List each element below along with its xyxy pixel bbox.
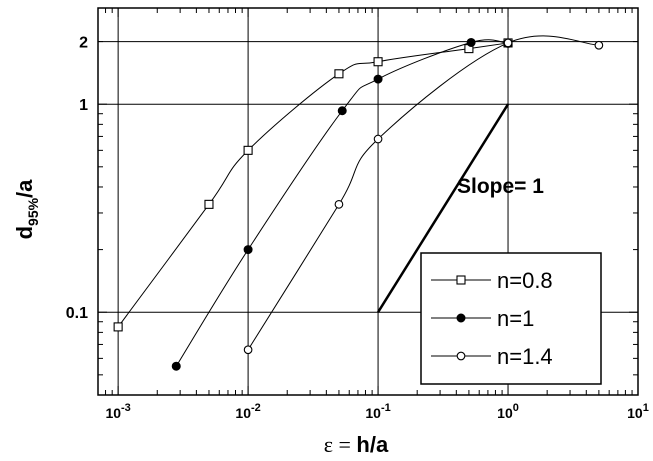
data-point [337,106,347,116]
legend-item: n=1.4 [431,344,553,369]
x-axis-title: ε = h/a [324,432,389,457]
data-series [113,35,604,371]
legend: n=0.8 n=1 n=1.4 [420,252,602,385]
data-point [204,199,214,209]
series-n-1-4 [243,35,604,355]
legend-marker [456,275,466,285]
axis-ticks: 10-3 10-2 10-1 100 101 0.1 1 2 [66,8,649,421]
series-n-1 [171,37,513,371]
x-tick-label: 101 [627,402,649,421]
grid-lines [98,8,638,395]
data-point [503,38,513,48]
data-point [373,134,383,144]
x-tick-label: 10-2 [235,402,260,421]
series-line [117,42,509,328]
legend-label: n=1.4 [497,344,553,369]
data-point [171,361,181,371]
data-point [243,245,253,255]
data-point [243,145,253,155]
legend-marker [456,351,466,361]
x-tick-label: 10-1 [365,402,390,421]
data-point [373,74,383,84]
x-tick-label: 100 [497,402,519,421]
data-point [466,37,476,47]
y-tick-label: 2 [79,35,88,52]
data-point [334,69,344,79]
legend-item: n=0.8 [431,268,553,293]
x-tick-label: 10-3 [105,402,130,421]
data-point [594,40,604,50]
legend-item: n=1 [431,306,534,331]
legend-label: n=1 [497,306,534,331]
y-axis-title: d95%/a [12,179,41,240]
data-point [243,345,253,355]
slope-line [377,103,510,313]
data-point [113,322,123,332]
slope-label: Slope= 1 [457,175,544,198]
data-point [373,57,383,67]
slope-reference: Slope= 1 [377,103,544,313]
y-tick-label: 0.1 [66,305,88,322]
data-point [334,200,344,209]
legend-marker [456,313,466,323]
plot-frame [97,7,639,396]
axis-labels: ε = h/a d95%/a [12,179,389,457]
y-tick-label: 1 [79,97,88,114]
legend-label: n=0.8 [497,268,553,293]
plot-border [97,7,639,396]
